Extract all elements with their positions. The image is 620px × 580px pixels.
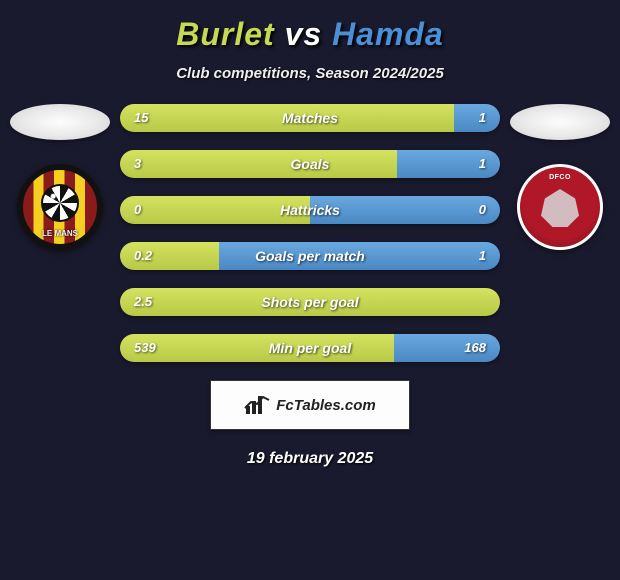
player2-club-text: DFCO xyxy=(520,174,600,181)
stat-value-left: 2.5 xyxy=(134,288,152,316)
stat-label: Shots per goal xyxy=(120,288,500,316)
player1-club-text: LE MANS xyxy=(23,229,97,238)
date: 19 february 2025 xyxy=(0,450,620,468)
stat-value-right: 1 xyxy=(479,242,486,270)
stat-row: Min per goal539 168 xyxy=(120,334,500,362)
stat-value-right: 1 xyxy=(479,104,486,132)
player1-club-badge: LE MANS xyxy=(17,164,103,250)
stat-label: Matches xyxy=(120,104,500,132)
stat-row: Goals per match0.2 1 xyxy=(120,242,500,270)
stat-label: Hattricks xyxy=(120,196,500,224)
subtitle: Club competitions, Season 2024/2025 xyxy=(0,65,620,82)
stat-label: Goals xyxy=(120,150,500,178)
stat-value-left: 0 xyxy=(134,196,141,224)
source-badge[interactable]: FcTables.com xyxy=(210,380,410,430)
stat-row: Goals3 1 xyxy=(120,150,500,178)
stat-label: Min per goal xyxy=(120,334,500,362)
player2-club-badge: DFCO xyxy=(517,164,603,250)
stat-row: Hattricks0 0 xyxy=(120,196,500,224)
stat-label: Goals per match xyxy=(120,242,500,270)
stat-value-left: 539 xyxy=(134,334,156,362)
left-column: LE MANS xyxy=(0,104,120,250)
title-vs: vs xyxy=(285,16,323,52)
source-text: FcTables.com xyxy=(276,397,375,414)
stat-bars: Matches151Goals31Hattricks00Goals per ma… xyxy=(120,104,500,362)
player2-avatar-placeholder xyxy=(510,104,610,140)
stat-value-left: 0.2 xyxy=(134,242,152,270)
title: Burlet vs Hamda xyxy=(0,16,620,53)
player1-name: Burlet xyxy=(176,16,274,52)
stat-row: Matches15 1 xyxy=(120,104,500,132)
stat-value-right: 1 xyxy=(479,150,486,178)
stat-value-right: 0 xyxy=(479,196,486,224)
stat-value-right: 168 xyxy=(464,334,486,362)
chart-icon xyxy=(244,394,270,416)
stat-value-left: 3 xyxy=(134,150,141,178)
player2-name: Hamda xyxy=(332,16,444,52)
comparison-card: Burlet vs Hamda Club competitions, Seaso… xyxy=(0,0,620,468)
player1-avatar-placeholder xyxy=(10,104,110,140)
stat-value-left: 15 xyxy=(134,104,148,132)
stat-row: Shots per goal2.5 xyxy=(120,288,500,316)
content: LE MANS DFCO Matches151Goals31Hattricks0… xyxy=(0,104,620,468)
right-column: DFCO xyxy=(500,104,620,250)
